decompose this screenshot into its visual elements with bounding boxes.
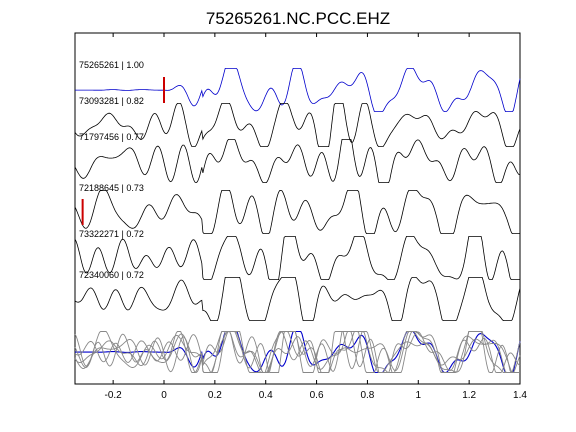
plot-frame — [74, 32, 521, 385]
x-tick-label: 0.8 — [360, 390, 374, 401]
trace-group — [74, 68, 521, 321]
x-tick-label: 1.2 — [462, 390, 476, 401]
x-axis: -0.2 0 0.2 0.4 0.6 0.8 1 1.2 1.4 — [105, 33, 527, 401]
trace-label-72188645: 72188645 | 0.73 — [79, 183, 144, 193]
x-tick-label: -0.2 — [105, 390, 123, 401]
trace-label-71797456: 71797456 | 0.77 — [79, 132, 144, 142]
pick-marker-group — [81, 77, 165, 225]
trace-label-73093281: 73093281 | 0.82 — [79, 96, 144, 106]
trace-label-75265261: 75265261 | 1.00 — [79, 60, 144, 70]
trace-line-72340060 — [74, 277, 521, 321]
x-tick-label: 1 — [416, 390, 422, 401]
x-tick-label: 0 — [161, 390, 167, 401]
trace-line-73322271 — [74, 236, 520, 280]
stack-line-72340060 — [74, 331, 521, 373]
x-tick-label: 1.4 — [513, 390, 527, 401]
trace-label-group: 75265261 | 1.00 73093281 | 0.82 71797456 |… — [79, 60, 144, 280]
overlay-stack — [74, 330, 521, 374]
stack-line-71797456 — [74, 331, 521, 373]
trace-label-72340060: 72340060 | 0.72 — [79, 270, 144, 280]
x-tick-label: 0.6 — [310, 390, 324, 401]
chart-title: 75265261.NC.PCC.EHZ — [206, 9, 390, 28]
trace-line-73093281 — [74, 103, 521, 147]
trace-line-71797456 — [74, 139, 521, 184]
x-tick-label: 0.4 — [259, 390, 273, 401]
trace-label-73322271: 73322271 | 0.72 — [79, 229, 144, 239]
trace-line-72188645 — [74, 189, 520, 234]
trace-line-75265261 — [75, 68, 521, 112]
x-tick-label: 0.2 — [208, 390, 222, 401]
